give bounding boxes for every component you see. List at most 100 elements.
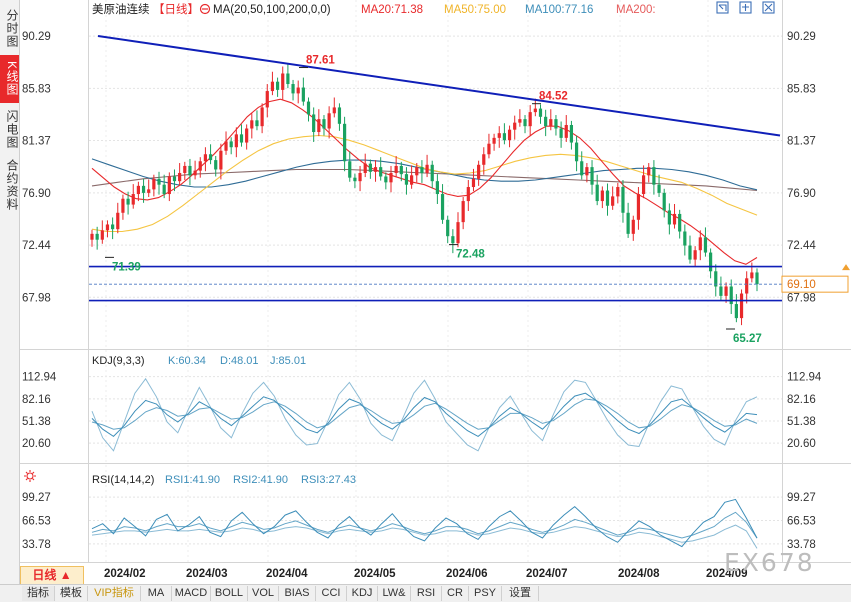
rsi-axis-right-label: 33.78 xyxy=(787,539,816,551)
candle-body xyxy=(239,134,244,143)
candle-body xyxy=(667,210,671,225)
sidebar-item-flash-chart[interactable]: 闪电图 xyxy=(5,109,19,149)
sidebar-item-kline[interactable]: K线图 xyxy=(0,55,19,103)
candle-body xyxy=(683,231,687,246)
candle-body xyxy=(141,185,146,193)
date-axis-label: 2024/02 xyxy=(104,568,146,580)
candle-body xyxy=(533,108,537,113)
candle-body xyxy=(317,119,321,133)
expand-icon[interactable] xyxy=(716,1,729,14)
candle-body xyxy=(275,81,280,90)
candle-body xyxy=(492,137,496,144)
candle-body xyxy=(384,176,388,183)
candle-body xyxy=(678,213,682,232)
kdj-axis-right-label: 51.38 xyxy=(787,416,816,428)
candle-body xyxy=(111,224,115,230)
ma20-value: MA20:71.38 xyxy=(361,4,423,16)
candle-body xyxy=(585,167,589,176)
indicator-tab-2[interactable]: VIP指标 xyxy=(88,586,141,601)
candle-body xyxy=(250,120,254,129)
ma20-line xyxy=(91,98,758,265)
indicator-tab-bar: 指标 模板 VIP指标 MA MACD BOLL VOL BIAS CCI KDJ LW& RSI CR… xyxy=(0,584,851,602)
chart-settings-icon[interactable] xyxy=(199,3,211,15)
sidebar: 分时图 K线图 闪电图 合约资料 xyxy=(0,0,20,601)
restore-icon[interactable] xyxy=(739,1,752,14)
candle-body xyxy=(208,154,213,161)
rsi-settings-icon[interactable] xyxy=(24,470,36,482)
sidebar-item-contract-info[interactable]: 合约资料 xyxy=(5,159,19,211)
candle-body xyxy=(559,128,563,138)
candle-body xyxy=(353,177,357,182)
price-axis-right-label: 81.37 xyxy=(787,136,816,148)
kdj-title: KDJ(9,3,3) xyxy=(92,355,145,367)
rsi-axis-left-label: 99.27 xyxy=(22,492,51,504)
candle-body xyxy=(554,119,558,129)
candle-body xyxy=(245,128,249,143)
trendline[interactable] xyxy=(97,35,781,137)
date-axis-label: 2024/07 xyxy=(526,568,568,580)
candle-body xyxy=(327,113,331,129)
candle-body xyxy=(502,133,507,141)
candle-body xyxy=(157,178,161,185)
candle-body xyxy=(301,87,305,102)
indicator-tab-3[interactable]: MA xyxy=(141,586,172,601)
indicator-tab-13[interactable]: PSY xyxy=(469,586,502,601)
candle-body xyxy=(497,133,501,138)
high-annotation: 84.52 xyxy=(539,91,568,103)
indicator-tab-1[interactable]: 模板 xyxy=(55,586,88,601)
rsi2-value: RSI2:41.90 xyxy=(233,474,288,486)
indicator-tab-4[interactable]: MACD xyxy=(172,586,211,601)
candle-body xyxy=(198,161,202,171)
candle-body xyxy=(538,108,543,117)
date-axis-label: 2024/05 xyxy=(354,568,396,580)
rsi-title: RSI(14,14,2) xyxy=(92,474,154,486)
candle-body xyxy=(652,167,656,185)
candle-body xyxy=(605,190,610,206)
date-axis-label: 2024/06 xyxy=(446,568,488,580)
candle-body xyxy=(471,178,476,188)
indicator-tab-12[interactable]: CR xyxy=(442,586,469,601)
indicator-tab-14[interactable]: 设置 xyxy=(502,586,539,601)
candle-body xyxy=(574,142,579,162)
candle-body xyxy=(152,178,156,190)
rsi-axis-left-label: 66.53 xyxy=(22,515,51,527)
kdj-axis-left-label: 82.16 xyxy=(22,394,51,406)
kdj-k-value: K:60.34 xyxy=(168,355,206,367)
candle-body xyxy=(368,163,372,172)
candle-body xyxy=(616,187,620,197)
indicator-tab-10[interactable]: LW& xyxy=(378,586,411,601)
candle-body xyxy=(698,237,702,251)
candle-body xyxy=(131,194,135,205)
candle-body xyxy=(477,164,481,179)
indicator-tab-8[interactable]: CCI xyxy=(316,586,347,601)
candle-body xyxy=(425,164,429,173)
kdj-d-line xyxy=(91,398,758,430)
indicator-tab-5[interactable]: BOLL xyxy=(211,586,248,601)
candle-body xyxy=(394,165,398,173)
kdj-d-value: D:48.01 xyxy=(220,355,259,367)
candle-body xyxy=(270,81,275,92)
sidebar-item-timeshare[interactable]: 分时图 xyxy=(5,8,19,48)
kdj-axis-right-label: 82.16 xyxy=(787,394,816,406)
candle-body xyxy=(456,222,460,244)
candle-body xyxy=(337,107,342,124)
date-axis-label: 2024/03 xyxy=(186,568,228,580)
indicator-tab-7[interactable]: BIAS xyxy=(279,586,316,601)
candle-body xyxy=(389,172,393,183)
low-annotation: 72.48 xyxy=(456,249,485,261)
period-select-button[interactable]: 日线 ▲ xyxy=(20,566,84,585)
close-icon[interactable] xyxy=(762,1,775,14)
indicator-tab-6[interactable]: VOL xyxy=(248,586,279,601)
candle-body xyxy=(626,212,630,234)
indicator-tab-11[interactable]: RSI xyxy=(411,586,442,601)
candle-body xyxy=(755,272,759,285)
candle-body xyxy=(451,236,455,244)
candle-body xyxy=(446,219,450,237)
candle-body xyxy=(260,107,264,127)
candle-body xyxy=(507,129,512,141)
ma-params: MA(20,50,100,200,0,0) xyxy=(213,4,331,16)
chart-area[interactable]: 美原油连续 【日线】 MA(20,50,100,200,0,0) MA20:71… xyxy=(20,0,851,584)
indicator-tab-0[interactable]: 指标 xyxy=(22,586,55,601)
kdj-k-line xyxy=(91,392,758,438)
indicator-tab-9[interactable]: KDJ xyxy=(347,586,378,601)
